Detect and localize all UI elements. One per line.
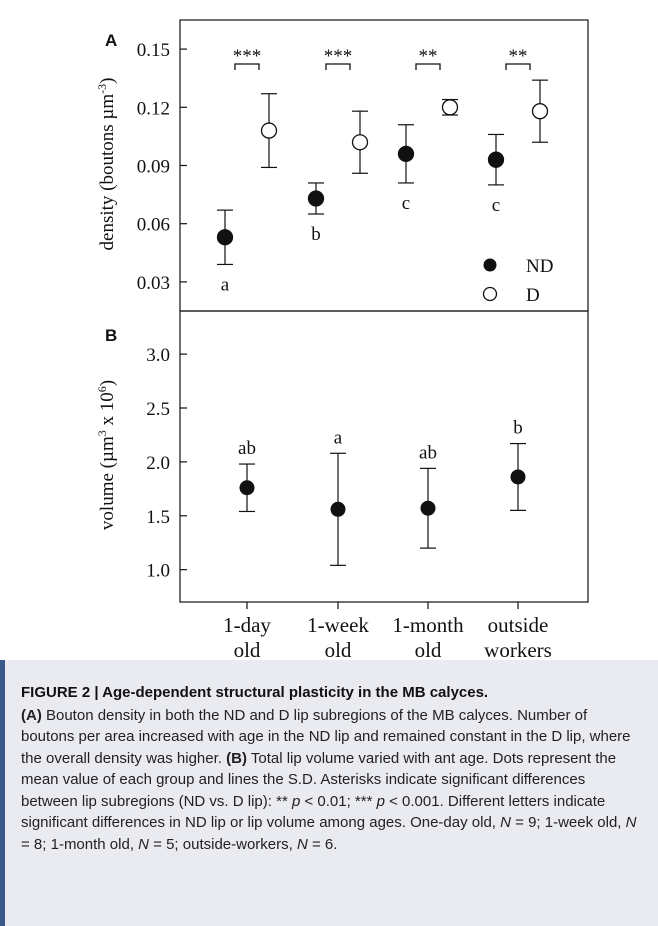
significance-label: ** [419,46,438,67]
volume-data-point [420,500,436,516]
panel-b-y-axis-label: volume (µm3 x 106) [95,380,118,530]
volume-data-point [239,480,255,496]
x-tick-label: outside [488,613,549,637]
panel-a-y-tick-label: 0.15 [137,40,170,61]
caption-figure-number: FIGURE 2 | [21,684,99,701]
x-tick-label: workers [484,638,552,660]
x-tick-label: 1-day [223,613,271,637]
x-tick-label: 1-month [392,613,464,637]
panel-b-frame [179,310,589,603]
panel-a-y-axis-label: density (boutons µm-3) [95,78,118,251]
density-group-letter: b [311,224,321,245]
significance-bracket [325,63,351,70]
density-group-letter: c [402,193,410,214]
volume-group-letter: b [513,418,523,439]
panel-b-marks: ab a ab b [238,418,526,566]
panel-a-y-axis: 0.03 0.06 0.09 0.12 0.15 [137,40,187,294]
panel-b-y-tick-label: 1.5 [146,507,170,528]
d-data-point [260,122,278,139]
volume-group-letter: a [334,427,343,448]
volume-data-point [510,469,526,485]
legend-d-marker [482,286,498,302]
panel-a-y-tick-label: 0.12 [137,98,170,119]
density-group-letter: a [221,274,230,295]
x-tick-label: old [325,638,352,660]
panel-b-y-axis: 1.0 1.5 2.0 2.5 3.0 [146,345,187,582]
caption-title-text: Age-dependent structural plasticity in t… [102,684,489,701]
significance-bracket [415,63,441,70]
panel-b-letter: B [105,326,117,345]
nd-data-point [307,190,325,207]
volume-data-point [330,501,346,517]
panel-b-y-tick-label: 1.0 [146,561,170,582]
panel-b-y-tick-label: 2.5 [146,399,170,420]
significance-label: *** [233,46,262,67]
panel-b-y-tick-label: 2.0 [146,453,170,474]
density-group-letter: c [492,195,500,216]
nd-data-point [397,145,415,163]
x-tick-label: old [415,638,442,660]
caption-body: (A) Bouton density in both the ND and D … [21,706,637,853]
legend: ND D [482,256,553,306]
panel-a-marks: abc c*** *** ** ** [216,46,549,295]
panel-a-letter: A [105,31,117,50]
significance-label: ** [509,46,528,67]
nd-data-point [216,229,234,246]
figure-2-chart: A 0.030.060.090.120.15 abc c*** *** ** ** de… [95,19,589,660]
panel-a-y-tick-label: 0.09 [137,157,170,178]
d-data-point [531,103,549,120]
d-data-point [441,99,459,116]
volume-group-letter: ab [419,442,437,463]
d-data-point [351,134,369,151]
significance-bracket [234,63,260,70]
x-axis: 1-dayold1-weekold1-montholdoutsideworker… [223,602,552,660]
legend-nd-label: ND [526,256,553,277]
volume-group-letter: ab [238,438,256,459]
nd-data-point [487,151,505,168]
x-tick-label: 1-week [307,613,369,637]
caption-title: FIGURE 2 | Age-dependent structural plas… [21,682,642,704]
legend-nd-marker [483,258,497,272]
significance-bracket [505,63,531,70]
panel-a-y-tick-label: 0.06 [137,215,170,236]
figure-caption: FIGURE 2 | Age-dependent structural plas… [0,660,658,926]
significance-label: *** [324,46,353,67]
panel-a-y-tick-label: 0.03 [137,273,170,294]
x-tick-label: old [234,638,261,660]
legend-d-label: D [526,285,540,306]
panel-b-y-tick-label: 3.0 [146,345,170,366]
